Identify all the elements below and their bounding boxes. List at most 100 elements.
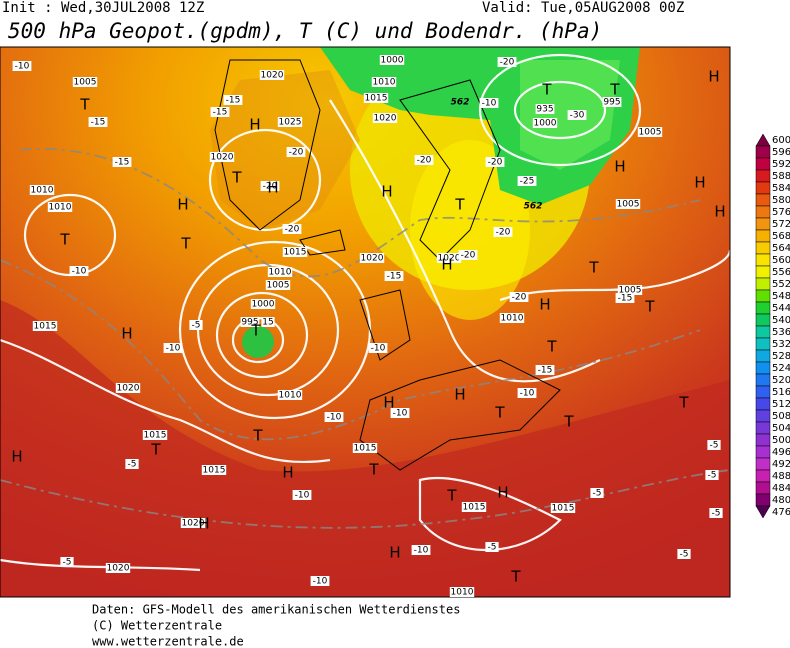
map-area xyxy=(0,47,730,597)
temperature-label-box xyxy=(60,557,74,567)
footer-copyright: (C) Wetterzentrale xyxy=(92,619,222,633)
colorbar-label: 584 xyxy=(772,183,790,194)
colorbar-label: 580 xyxy=(772,195,790,206)
temperature-label: -15 xyxy=(538,366,553,376)
colorbar-label: 492 xyxy=(772,459,790,470)
pressure-label: 1020 xyxy=(211,153,234,163)
temperature-label-box xyxy=(517,176,537,186)
temperature-label: -15 xyxy=(226,96,241,106)
pressure-label-box xyxy=(363,93,389,103)
temperature-label-box xyxy=(493,227,513,237)
colorbar-label: 528 xyxy=(772,351,790,362)
temperature-label: -20 xyxy=(496,228,511,238)
temperature-label-box xyxy=(125,459,139,469)
colorbar-cell xyxy=(755,301,771,315)
temperature-label-box xyxy=(479,98,499,108)
temperature-label: -10 xyxy=(166,344,181,354)
pressure-label-box xyxy=(637,127,663,137)
pressure-center: T xyxy=(252,427,263,445)
temperature-label-box xyxy=(310,576,330,586)
temperature-label: -20 xyxy=(500,58,515,68)
map-title: 500 hPa Geopot.(gpdm), T (C) und Bodendr… xyxy=(8,19,602,43)
height-contour-label: 562 xyxy=(451,98,470,108)
colorbar-label: 576 xyxy=(772,207,790,218)
pressure-label-box xyxy=(617,285,643,295)
temperature-label-box xyxy=(458,250,478,260)
pressure-label: 1015 xyxy=(284,248,307,258)
colorbar-label: 524 xyxy=(772,363,790,374)
pressure-label: 1010 xyxy=(451,588,474,598)
temperature-label: -10 xyxy=(327,413,342,423)
pressure-label-box xyxy=(372,113,398,123)
temperature-label-box xyxy=(709,508,723,518)
colorbar-label: 548 xyxy=(772,291,790,302)
pressure-label-box xyxy=(359,253,385,263)
temperature-label: -20 xyxy=(488,158,503,168)
temperature-label: -20 xyxy=(512,293,527,303)
pressure-label-box xyxy=(105,563,131,573)
pressure-label-box xyxy=(29,185,55,195)
pressure-label: 1020 xyxy=(261,71,284,81)
valid-time: Valid: Tue,05AUG2008 00Z xyxy=(482,0,684,16)
colorbar-cell xyxy=(755,337,771,351)
pressure-center: T xyxy=(510,568,521,586)
temperature-label-box xyxy=(707,440,721,450)
pressure-label-box xyxy=(261,317,275,327)
temperature-label: -15 xyxy=(387,272,402,282)
temperature-label: -20 xyxy=(285,225,300,235)
pressure-label: 1005 xyxy=(617,200,640,210)
pressure-label-box xyxy=(277,390,303,400)
colorbar-label: 552 xyxy=(772,279,790,290)
temperature-label: -5 xyxy=(593,489,602,499)
temperature-label-box xyxy=(286,147,306,157)
pressure-center: T xyxy=(588,259,599,277)
temperature-label-box xyxy=(69,266,89,276)
colorbar-label: 532 xyxy=(772,339,790,350)
temperature-label-box xyxy=(384,271,404,281)
colorbar-cell xyxy=(755,253,771,267)
pressure-label-box xyxy=(535,104,555,114)
pressure-center: H xyxy=(694,174,705,192)
temperature-label: -15 xyxy=(618,294,633,304)
colorbar-cell xyxy=(755,289,771,303)
temperature-label-box xyxy=(485,157,505,167)
colorbar-label: 500 xyxy=(772,435,790,446)
pressure-center: H xyxy=(267,179,278,197)
pressure-center: H xyxy=(177,196,188,214)
pressure-label-box xyxy=(602,97,622,107)
pressure-label-box xyxy=(461,502,487,512)
pressure-label-box xyxy=(259,70,285,80)
pressure-center: H xyxy=(714,203,725,221)
temperature-label-box xyxy=(497,57,517,67)
pressure-label-box xyxy=(240,317,260,327)
colorbar-cell xyxy=(755,397,771,411)
temperature-label: -5 xyxy=(63,558,72,568)
colorbar-cell xyxy=(755,481,771,495)
colorbar-label: 572 xyxy=(772,219,790,230)
colorbar-label: 476 xyxy=(772,507,790,518)
pressure-label-box xyxy=(142,430,168,440)
pressure-label-box xyxy=(282,247,308,257)
temperature-label: -10 xyxy=(313,577,328,587)
pressure-center: H xyxy=(249,116,260,134)
pressure-center: H xyxy=(198,515,209,533)
temperature-label-box xyxy=(324,412,344,422)
colorbar-label: 536 xyxy=(772,327,790,338)
pressure-center: T xyxy=(180,235,191,253)
pressure-label-box xyxy=(115,383,141,393)
colorbar-cell xyxy=(755,445,771,459)
temperature-label: -5 xyxy=(192,321,201,331)
pressure-label-box xyxy=(47,202,73,212)
pressure-label: 1010 xyxy=(31,186,54,196)
colorbar-cell xyxy=(755,469,771,483)
pressure-center: H xyxy=(383,394,394,412)
colorbar-label: 556 xyxy=(772,267,790,278)
pressure-label: 1015 xyxy=(354,444,377,454)
pressure-center: H xyxy=(389,544,400,562)
pressure-label: 935 xyxy=(536,105,553,115)
temperature-label: -10 xyxy=(72,267,87,277)
pressure-label: 1015 xyxy=(203,466,226,476)
pressure-label-box xyxy=(201,465,227,475)
pressure-label: 995 xyxy=(603,98,620,108)
colorbar-cell xyxy=(755,373,771,387)
